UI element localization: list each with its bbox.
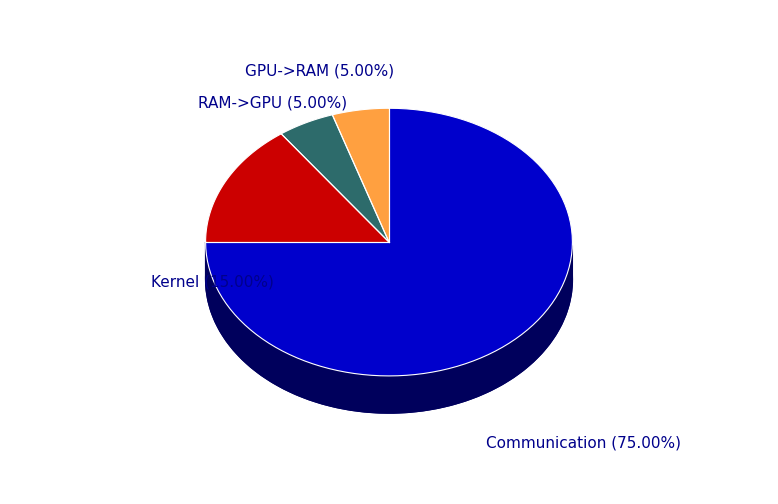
Polygon shape — [205, 146, 573, 413]
Text: Kernel (15.00%): Kernel (15.00%) — [151, 274, 274, 289]
Text: RAM->GPU (5.00%): RAM->GPU (5.00%) — [198, 96, 347, 111]
Text: Communication (75.00%): Communication (75.00%) — [485, 435, 681, 451]
Text: GPU->RAM (5.00%): GPU->RAM (5.00%) — [245, 64, 394, 79]
Polygon shape — [205, 108, 573, 376]
Polygon shape — [281, 115, 389, 242]
Polygon shape — [205, 242, 573, 413]
Polygon shape — [332, 108, 389, 242]
Polygon shape — [205, 134, 389, 242]
